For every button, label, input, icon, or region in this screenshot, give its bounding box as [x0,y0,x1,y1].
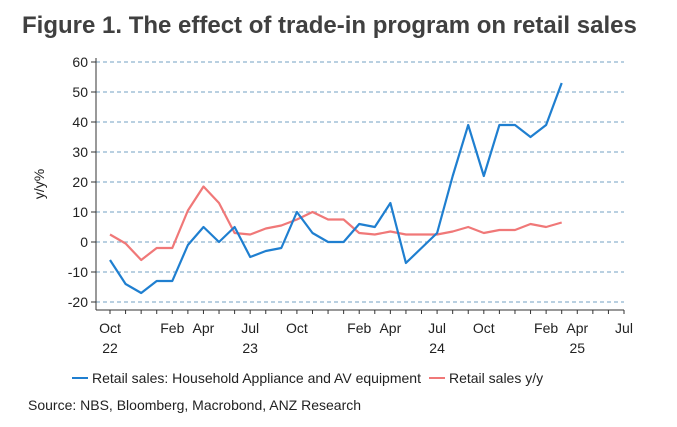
series-line-appliance [109,82,563,295]
x-tick-label: Apr [193,320,215,336]
legend-swatch-retail [428,377,445,379]
y-tick-label: 60 [72,54,88,70]
legend: Retail sales: Household Appliance and AV… [72,370,551,386]
x-axis: Oct 22 Feb Apr Jul 23 Oct Feb Apr Jul 24 Oct Feb Apr 2… [96,309,633,356]
y-tick-label: 40 [72,114,88,130]
y-tick-label: 20 [72,174,88,190]
y-axis: 60 50 40 30 20 10 0 -10 -20 [68,54,97,310]
y-tick-label: -20 [68,294,88,310]
y-tick-label: 0 [80,234,88,250]
legend-label-appliance: Retail sales: Household Appliance and AV… [92,370,421,386]
x-tick-label: Feb [347,320,371,336]
legend-item-retail: Retail sales y/y [428,370,544,386]
source-note: Source: NBS, Bloomberg, Macrobond, ANZ R… [28,397,362,413]
x-tick-year-label: 22 [102,340,118,356]
legend-label-retail: Retail sales y/y [448,370,544,386]
x-tick-label: Apr [566,320,588,336]
grid-lines [96,61,624,303]
x-tick-label: Jul [615,320,633,336]
x-tick-label: Apr [379,320,401,336]
x-tick-label: Jul [428,320,446,336]
y-tick-label: 10 [72,204,88,220]
x-tick-label: Oct [99,320,121,336]
series-lines [109,82,563,295]
x-tick-label: Jul [241,320,259,336]
legend-item-appliance: Retail sales: Household Appliance and AV… [72,370,421,386]
x-tick-label: Feb [534,320,558,336]
x-tick-year-label: 25 [569,340,585,356]
y-tick-label: -10 [68,264,88,280]
y-tick-label: 30 [72,144,88,160]
x-tick-label: Feb [160,320,184,336]
line-chart: 60 50 40 30 20 10 0 -10 -20 Oct 22 Feb Apr Jul 23 Oct F… [31,54,633,356]
legend-swatch-appliance [72,377,88,379]
x-tick-year-label: 24 [429,340,445,356]
chart-title: Figure 1. The effect of trade-in program… [22,12,637,39]
x-tick-year-label: 23 [242,340,258,356]
x-tick-label: Oct [286,320,308,336]
x-tick-label: Oct [473,320,495,336]
series-line-retail [109,185,563,262]
y-axis-label: y/y% [31,169,47,199]
y-tick-label: 50 [72,84,88,100]
